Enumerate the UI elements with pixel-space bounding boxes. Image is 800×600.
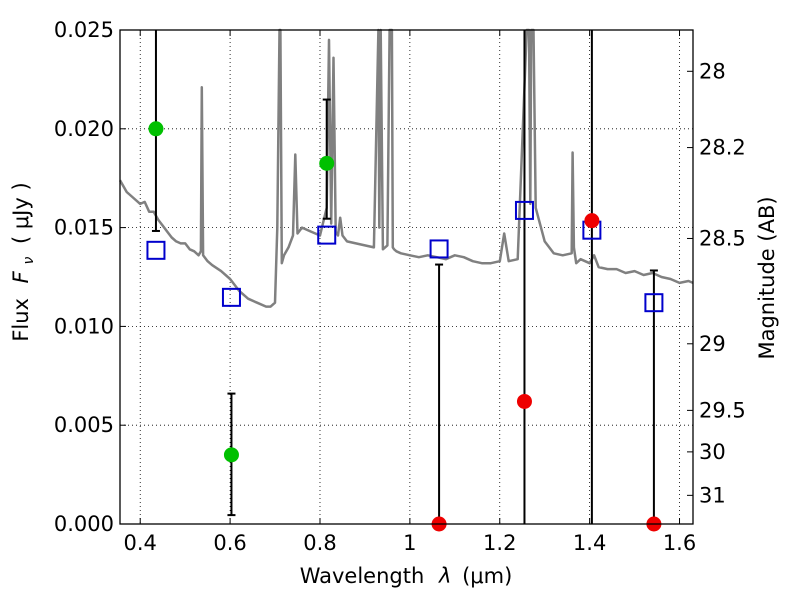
model-point — [644, 293, 664, 313]
detection-point — [319, 155, 335, 171]
x-axis-label: Wavelength λ (μm) — [300, 564, 513, 588]
model-point — [429, 239, 449, 259]
detection-point — [148, 121, 164, 137]
y-tick-label: 0.015 — [54, 216, 114, 240]
y-tick-label: 0.020 — [54, 117, 114, 141]
nondetection-point — [584, 213, 600, 229]
detection-point — [223, 447, 239, 463]
y2-tick-label: 29.5 — [699, 398, 746, 422]
y-axis-ticks: 0.000 0.005 0.010 0.015 0.020 0.025 — [54, 18, 126, 536]
y-tick-label: 0.025 — [54, 18, 114, 42]
nondetection-series — [431, 213, 662, 532]
grid-lines — [120, 30, 693, 524]
y-axis-label: Flux F ν ( μJy ) — [9, 182, 38, 341]
x-tick-label: 1 — [403, 531, 416, 555]
model-point — [221, 287, 241, 307]
spectrum-line — [118, 28, 694, 308]
y2-tick-label: 28.5 — [699, 226, 746, 250]
plot-frame — [119, 29, 694, 525]
y2-axis-ticks: 28 28.2 28.5 29 29.5 30 31 — [687, 59, 746, 507]
y2-tick-label: 31 — [699, 483, 726, 507]
y2-tick-label: 29 — [699, 332, 726, 356]
nondetection-point — [516, 393, 532, 409]
y2-tick-label: 28 — [699, 59, 726, 83]
x-axis-label-unit: (μm) — [462, 564, 512, 588]
x-axis-ticks: 0.4 0.6 0.8 1 1.2 1.4 1.6 — [124, 30, 696, 555]
y-tick-label: 0.010 — [54, 314, 114, 338]
x-axis-label-symbol: λ — [438, 564, 451, 588]
x-tick-label: 0.8 — [303, 531, 336, 555]
x-tick-label: 1.6 — [663, 531, 696, 555]
detection-series — [148, 121, 335, 463]
x-axis-label-prefix: Wavelength — [300, 564, 425, 588]
spectrum-series — [118, 28, 694, 308]
y-tick-label: 0.005 — [54, 413, 114, 437]
y2-tick-label: 30 — [699, 440, 726, 464]
y-tick-label: 0.000 — [54, 512, 114, 536]
y2-axis-label: Magnitude (AB) — [755, 196, 779, 359]
y-axis-label-prefix: Flux — [9, 298, 33, 342]
model-point — [317, 225, 337, 245]
model-point — [146, 240, 166, 260]
x-tick-label: 0.4 — [124, 531, 157, 555]
y-axis-label-symbol: F — [9, 270, 33, 283]
y-axis-label-unit: ( μJy ) — [9, 182, 33, 244]
y-axis-label-subscript: ν — [21, 257, 37, 265]
x-tick-label: 1.2 — [483, 531, 516, 555]
model-point — [514, 200, 534, 220]
x-tick-label: 1.4 — [573, 531, 606, 555]
y2-tick-label: 28.2 — [699, 136, 746, 160]
x-tick-label: 0.6 — [213, 531, 246, 555]
